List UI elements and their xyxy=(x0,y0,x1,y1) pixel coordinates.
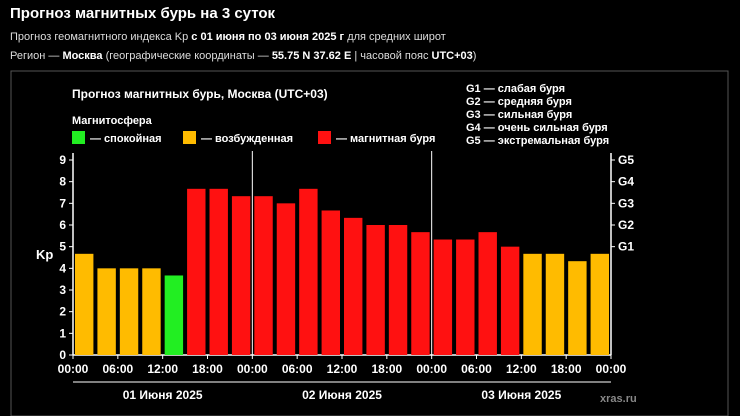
g-level-legend-item: G2 — средняя буря xyxy=(466,96,572,108)
kp-bar xyxy=(209,188,228,355)
description-prefix: Прогноз геомагнитного индекса Kp xyxy=(10,31,192,43)
kp-bar xyxy=(299,188,318,355)
legend-label: — возбужденная xyxy=(201,133,293,145)
y-tick-label: 2 xyxy=(59,305,66,319)
y-tick-label: 4 xyxy=(59,261,66,275)
g-level-label: G2 xyxy=(618,218,634,232)
kp-bar xyxy=(456,239,475,355)
x-tick-label: 06:00 xyxy=(282,362,313,376)
legend-label: — спокойная xyxy=(90,133,162,145)
legend-label: — магнитная буря xyxy=(336,133,435,145)
legend-swatch xyxy=(72,131,85,144)
region-city: Москва xyxy=(62,50,103,62)
coords-prefix: (географические координаты — xyxy=(102,50,272,62)
x-tick-label: 12:00 xyxy=(327,362,358,376)
y-tick-label: 0 xyxy=(59,348,66,362)
kp-bar xyxy=(478,232,497,355)
x-tick-label: 18:00 xyxy=(371,362,402,376)
page-title: Прогноз магнитных бурь на 3 суток xyxy=(10,5,276,22)
g-level-label: G4 xyxy=(618,175,634,189)
legend-swatch xyxy=(318,131,331,144)
y-tick-label: 9 xyxy=(59,153,66,167)
kp-bar xyxy=(388,225,408,355)
g-level-legend-item: G3 — сильная буря xyxy=(466,109,572,121)
chart-border xyxy=(10,70,729,416)
y-tick-label: 1 xyxy=(59,326,66,340)
kp-bar xyxy=(590,253,609,355)
kp-bar xyxy=(433,239,453,355)
x-tick-label: 12:00 xyxy=(147,362,178,376)
watermark: xras.ru xyxy=(600,393,637,405)
x-tick-label: 00:00 xyxy=(58,362,89,376)
chart-title: Прогноз магнитных бурь, Москва (UTC+03) xyxy=(72,87,328,101)
kp-bar xyxy=(276,203,296,355)
kp-bar xyxy=(119,268,139,355)
g-level-label: G3 xyxy=(618,196,634,210)
kp-bar xyxy=(366,225,385,355)
x-tick-label: 00:00 xyxy=(596,362,627,376)
region-coords: 55.75 N 37.62 E xyxy=(271,50,352,62)
x-tick-label: 00:00 xyxy=(237,362,268,376)
y-tick-label: 7 xyxy=(59,196,66,210)
kp-bar xyxy=(142,268,161,355)
x-tick-label: 18:00 xyxy=(192,362,223,376)
region-prefix: Регион — xyxy=(10,50,63,62)
x-tick-label: 06:00 xyxy=(102,362,133,376)
kp-bar xyxy=(231,196,251,355)
y-tick-label: 3 xyxy=(59,283,66,297)
date-range: с 01 июня по 03 июня 2025 г xyxy=(191,31,345,43)
forecast-description: Прогноз геомагнитного индекса Kp с 01 ию… xyxy=(10,31,446,43)
kp-bar xyxy=(344,217,363,355)
description-suffix: для средних широт xyxy=(344,31,446,43)
kp-bar xyxy=(500,246,520,355)
x-tick-label: 06:00 xyxy=(461,362,492,376)
timezone-prefix: | часовой пояс xyxy=(351,50,432,62)
x-tick-label: 18:00 xyxy=(551,362,582,376)
region-timezone: UTC+03 xyxy=(431,50,473,62)
y-tick-label: 6 xyxy=(59,218,66,232)
y-tick-label: 5 xyxy=(59,240,66,254)
day-label: 03 Июня 2025 xyxy=(481,388,561,402)
g-level-legend-item: G1 — слабая буря xyxy=(466,83,565,95)
day-label: 01 Июня 2025 xyxy=(123,388,203,402)
kp-bar xyxy=(321,210,340,355)
kp-bar xyxy=(411,232,430,355)
region-end: ) xyxy=(472,50,477,62)
y-tick-label: 8 xyxy=(59,175,66,189)
x-tick-label: 00:00 xyxy=(416,362,447,376)
kp-bar xyxy=(75,253,94,355)
kp-bar xyxy=(254,196,273,355)
day-label: 02 Июня 2025 xyxy=(302,388,382,402)
kp-bar xyxy=(568,261,587,355)
g-level-legend-item: G4 — очень сильная буря xyxy=(466,122,608,134)
g-level-label: G1 xyxy=(618,240,634,254)
kp-bar xyxy=(187,188,206,355)
g-level-label: G5 xyxy=(618,153,634,167)
x-tick-label: 12:00 xyxy=(506,362,537,376)
kp-bar xyxy=(97,268,116,355)
kp-bar xyxy=(523,253,542,355)
region-info: Регион — Москва (географические координа… xyxy=(10,50,476,62)
kp-bar xyxy=(545,253,565,355)
g-level-legend-item: G5 — экстремальная буря xyxy=(466,135,609,147)
legend-title: Магнитосфера xyxy=(72,115,153,127)
legend-swatch xyxy=(183,131,196,144)
kp-bar xyxy=(164,275,184,355)
y-axis-label: Kp xyxy=(36,247,53,262)
